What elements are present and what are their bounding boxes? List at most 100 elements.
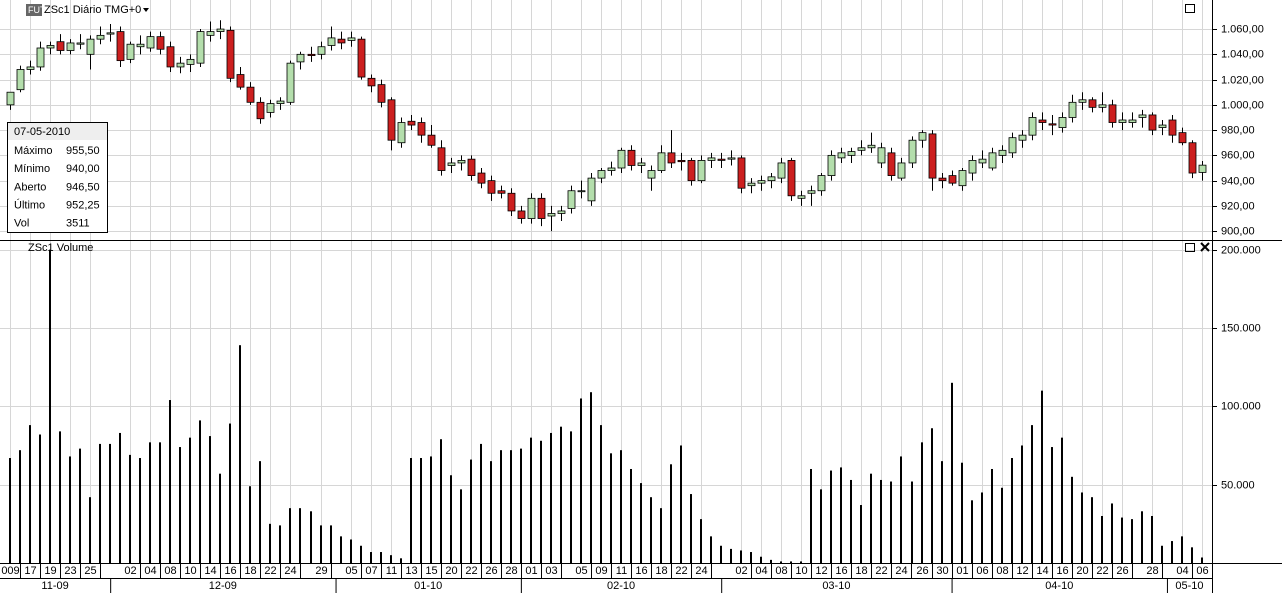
candle-body [146,36,155,49]
candle-body [166,46,175,68]
candle-body [276,100,285,104]
volume-bar [209,436,211,563]
x-tick-label: 22 [675,565,687,577]
candle-body [1038,119,1047,123]
candle-body [156,36,165,50]
volume-bar [991,468,993,563]
volume-bar [1081,492,1083,563]
volume-bar [750,552,752,563]
x-tick-label: 19 [44,565,56,577]
candle-body [377,84,386,103]
badge: FUT [28,5,46,15]
candle-body [607,167,616,171]
volume-bar [1071,476,1073,563]
candle-body [1008,137,1017,154]
volume-bar [59,431,61,563]
volume-bar [1171,541,1173,563]
volume-bar [590,392,592,563]
candle-body [186,58,195,65]
x-tick-label: 16 [835,565,847,577]
candle-body [256,101,265,120]
maximize-button[interactable] [1185,4,1195,13]
candle-body [1188,142,1197,174]
candle-body [1108,104,1117,123]
candle-body [948,175,957,184]
info-label: Último [14,199,45,212]
volume-bar [690,494,692,563]
y-tick-label: 940,00 [1221,175,1255,187]
volume-bar [981,492,983,563]
candle-body [1018,134,1027,141]
candle-body [837,152,846,159]
y-tick-label: 1.020,00 [1221,74,1264,86]
candle-body [507,192,516,212]
candle-body [938,177,947,182]
volume-bar [1131,519,1133,563]
candle-body [617,149,626,169]
volume-bar [1061,437,1063,563]
info-value: 952,25 [66,200,100,212]
maximize-button[interactable] [1185,243,1195,252]
candle-body [777,162,786,179]
x-tick-label: 20 [1076,565,1088,577]
candle-body [216,28,225,32]
candle-body [797,195,806,199]
volume-bar [69,456,71,563]
info-label: Máximo [14,145,53,157]
volume-bar [219,473,221,563]
candle-body [737,157,746,189]
x-tick-label: 11 [616,565,627,577]
x-tick-label: 22 [264,565,276,577]
candle-body [347,37,356,41]
candle-body [547,213,556,217]
candle-body [86,38,95,55]
x-tick-label: 09 [595,565,607,577]
volume-bar [620,450,622,563]
volume-bar [510,450,512,563]
info-value: 940,00 [66,163,100,175]
x-tick-label: 18 [655,565,667,577]
volume-bar [330,525,332,563]
y-tick-label: 200.000 [1221,244,1261,256]
chart-title: ZSc1 Diário TMG+0 [44,4,141,16]
candle-body [196,31,205,64]
dropdown-arrow[interactable] [143,8,149,12]
candle-body [918,132,927,141]
candle-body [226,29,235,79]
volume-bar [670,464,672,563]
info-box-frame [7,122,108,233]
candle-body [1068,101,1077,118]
volume-bar [900,456,902,563]
candle-body [537,197,546,219]
volume-bar [410,458,412,563]
candle-body [16,69,25,91]
group-label: 01-10 [414,580,442,592]
y-tick-label: 1.000,00 [1221,99,1264,111]
candle-body [887,152,896,176]
x-tick-label: 25 [84,565,96,577]
candle-body [76,42,85,45]
panel-title: ZSc1 Volume [28,242,93,254]
volume-bar [39,434,41,563]
volume-bar [540,440,542,563]
candle-body [447,162,456,166]
volume-bar [600,425,602,563]
x-tick-label: 04 [755,565,767,577]
x-tick-label: 26 [485,565,497,577]
candle-body [757,180,766,184]
candle-body [106,32,115,35]
candle-body [427,134,436,146]
volume-bar [610,453,612,563]
candle-body [1078,99,1087,103]
group-label: 04-10 [1045,580,1073,592]
volume-bar [1101,515,1103,563]
close-button[interactable] [1200,242,1210,252]
candle-body [1088,99,1097,108]
volume-bar [179,447,181,563]
x-tick-label: 20 [445,565,457,577]
candle-body [928,133,937,179]
x-tick-label: 22 [465,565,477,577]
candle-body [998,149,1007,156]
candle-body [457,160,466,164]
